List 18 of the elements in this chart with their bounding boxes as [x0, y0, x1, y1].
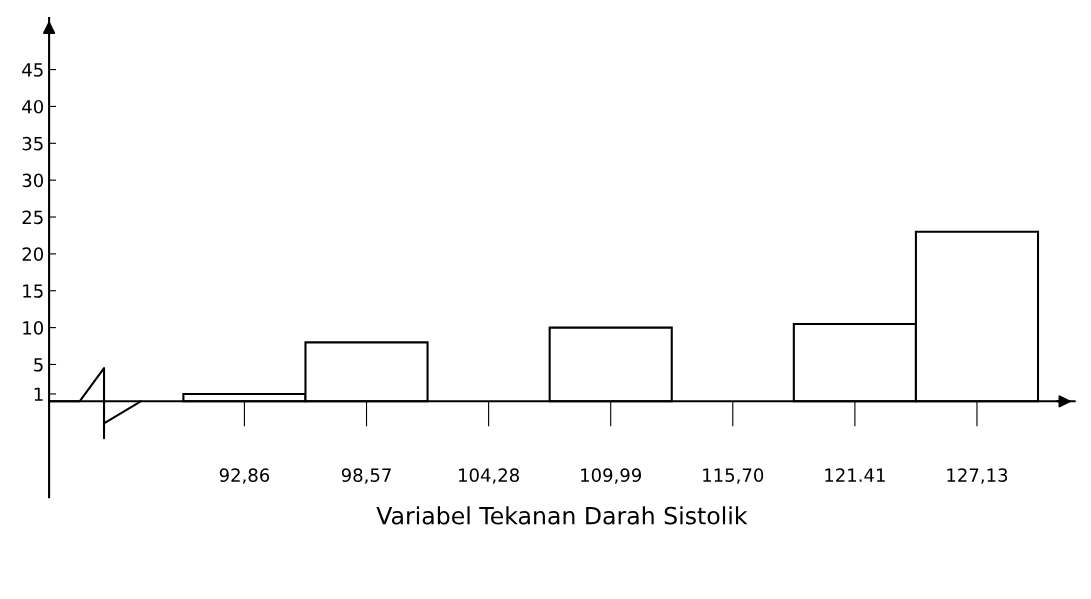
- y-tick-label: 35: [22, 136, 43, 151]
- x-tick-label: 109,99: [581, 468, 642, 484]
- x-tick-label: 115,70: [703, 468, 764, 484]
- x-tick-label: 92,86: [219, 468, 270, 484]
- y-tick-label: 15: [23, 284, 43, 298]
- y-tick-label: 20: [22, 247, 44, 261]
- y-tick-label: 30: [22, 173, 44, 188]
- x-tick-label: 104,28: [459, 468, 519, 484]
- x-tick-label: 121.41: [825, 468, 885, 482]
- y-tick-label: 1: [34, 387, 43, 401]
- y-tick-label: 40: [22, 99, 44, 114]
- y-tick-label: 25: [22, 210, 43, 225]
- y-tick-label: 5: [34, 358, 43, 372]
- x-axis-title: Variabel Tekanan Darah Sistolik: [376, 506, 748, 525]
- x-tick-label: 98,57: [341, 468, 391, 484]
- y-tick-label: 10: [23, 321, 44, 335]
- y-tick-label: 45: [22, 63, 43, 77]
- x-tick-label: 127,13: [947, 468, 1008, 484]
